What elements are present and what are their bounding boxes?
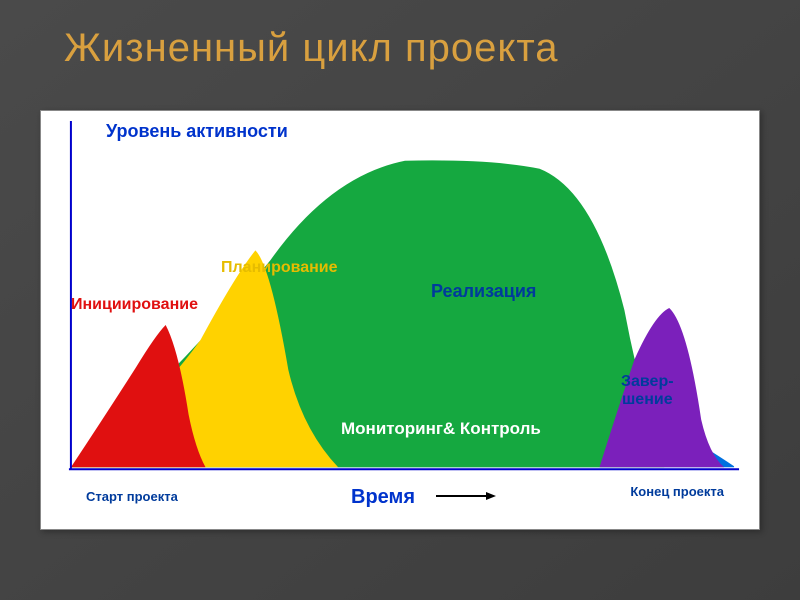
time-arrow-icon	[436, 491, 496, 501]
phase-label-closing: Завер-шение	[621, 373, 674, 408]
phase-label-monitoring: Мониторинг& Контроль	[341, 419, 541, 439]
chart-svg	[41, 111, 759, 529]
phase-label-execution: Реализация	[431, 281, 536, 302]
phase-label-initiation: Инициирование	[71, 296, 198, 314]
y-axis-label: Уровень активности	[106, 121, 288, 142]
x-start-label: Старт проекта	[86, 489, 178, 504]
chart-container: Уровень активности Инициирование Планиро…	[40, 110, 760, 530]
chart-area: Уровень активности Инициирование Планиро…	[41, 111, 759, 529]
slide: Жизненный цикл проекта Уровень активност…	[0, 0, 800, 600]
phase-shape-initiation	[71, 325, 206, 467]
x-axis-label: Время	[351, 486, 415, 509]
x-end-label: Конец проекта	[630, 484, 724, 499]
phase-label-planning: Планирование	[221, 259, 338, 277]
slide-title: Жизненный цикл проекта	[64, 26, 558, 71]
